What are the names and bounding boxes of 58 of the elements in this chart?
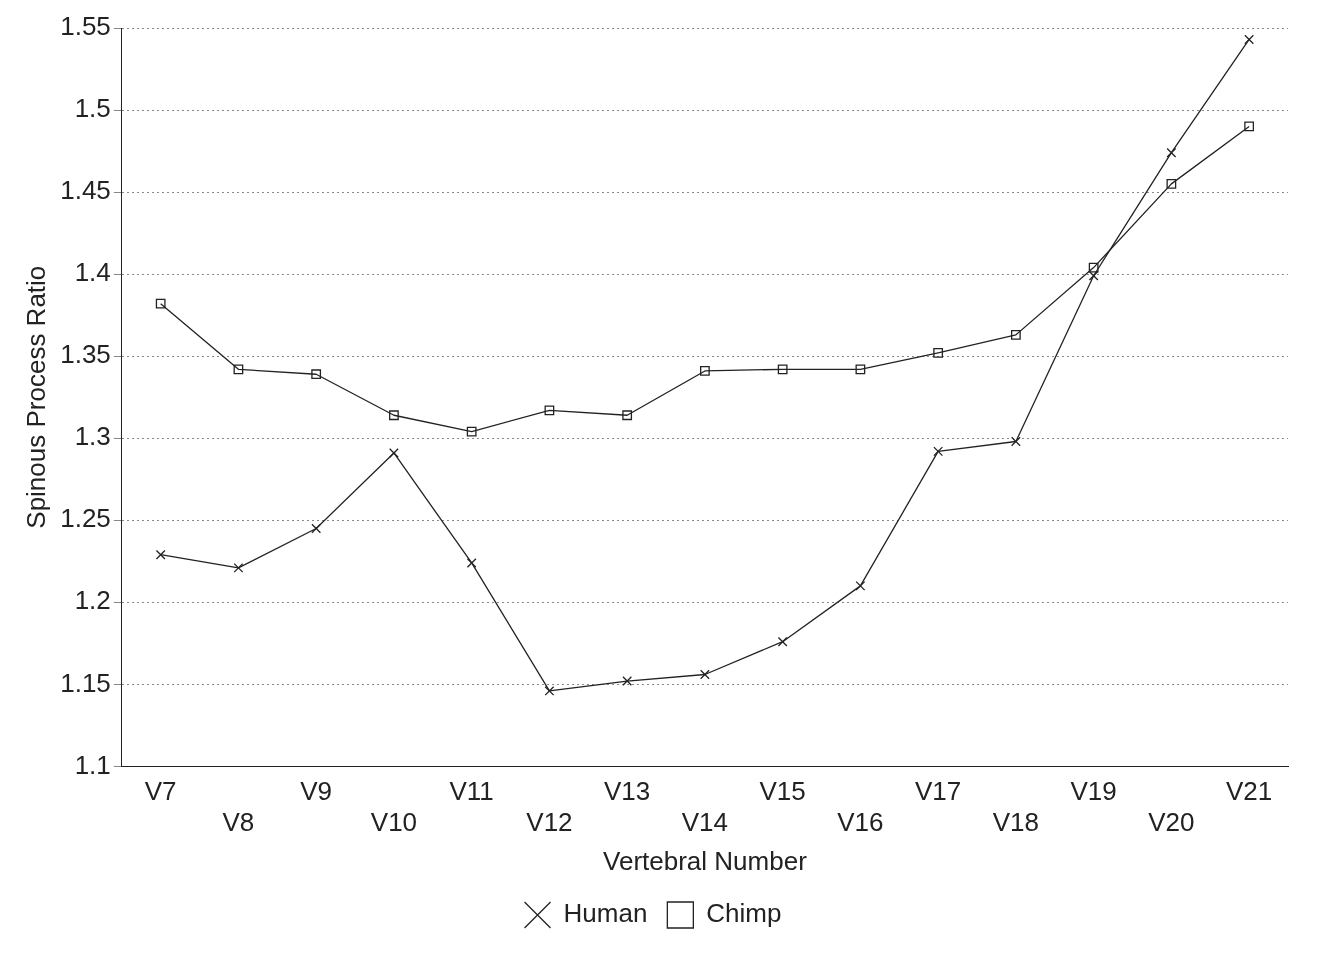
point bbox=[622, 410, 633, 421]
x-tick-label: V19 bbox=[1070, 776, 1117, 807]
point bbox=[233, 562, 244, 573]
x-tick-label: V16 bbox=[837, 807, 884, 838]
y-tick-label: 1.25 bbox=[60, 503, 111, 534]
y-axis-title: Spinous Process Ratio bbox=[20, 265, 51, 529]
y-tick-label: 1.5 bbox=[74, 93, 111, 124]
point bbox=[1166, 178, 1177, 189]
point bbox=[1088, 262, 1099, 273]
point bbox=[855, 364, 866, 375]
x-tick-label: V14 bbox=[681, 807, 729, 838]
point bbox=[389, 410, 399, 421]
x-tick-label: V18 bbox=[992, 807, 1040, 838]
point bbox=[777, 636, 788, 647]
point bbox=[544, 686, 555, 696]
x-tick-label: V8 bbox=[222, 807, 255, 838]
x-tick-label: V12 bbox=[526, 807, 573, 838]
y-tick-label: 1.45 bbox=[60, 175, 111, 206]
y-tick-label: 1.15 bbox=[60, 667, 111, 698]
point bbox=[1166, 147, 1177, 158]
x-tick-label: V21 bbox=[1225, 776, 1273, 807]
point bbox=[622, 676, 633, 686]
point bbox=[544, 405, 555, 416]
x-tick-label: V11 bbox=[449, 776, 494, 807]
point bbox=[777, 364, 788, 375]
y-tick-label: 1.3 bbox=[74, 421, 111, 452]
point bbox=[311, 369, 322, 380]
y-tick-label: 1.1 bbox=[74, 749, 111, 780]
point bbox=[1011, 329, 1021, 340]
x-tick-label: V10 bbox=[370, 807, 418, 838]
point bbox=[155, 298, 166, 309]
point bbox=[1244, 34, 1255, 45]
point bbox=[933, 348, 944, 358]
x-tick-label: V17 bbox=[915, 776, 962, 807]
point bbox=[311, 523, 322, 534]
point bbox=[155, 549, 166, 560]
point bbox=[233, 364, 244, 375]
point bbox=[1088, 270, 1099, 281]
point bbox=[466, 426, 477, 437]
y-tick-label: 1.2 bbox=[74, 585, 111, 616]
y-tick-label: 1.4 bbox=[74, 257, 111, 288]
point bbox=[1011, 436, 1021, 447]
point bbox=[700, 366, 710, 376]
x-tick-label: V20 bbox=[1148, 807, 1195, 838]
point bbox=[700, 669, 710, 680]
legend-label: Human bbox=[563, 898, 648, 929]
point bbox=[1244, 121, 1255, 132]
legend-label: Chimp bbox=[706, 898, 782, 929]
x-tick-label: V9 bbox=[300, 776, 333, 807]
x-tick-label: V7 bbox=[144, 776, 177, 807]
x-axis-title: Vertebral Number bbox=[603, 845, 808, 876]
point bbox=[466, 558, 477, 568]
y-tick-label: 1.35 bbox=[60, 339, 111, 370]
y-tick-label: 1.55 bbox=[60, 11, 111, 42]
point bbox=[855, 581, 866, 591]
point bbox=[933, 446, 944, 457]
x-tick-label: V13 bbox=[604, 776, 651, 807]
x-tick-label: V15 bbox=[759, 776, 806, 807]
